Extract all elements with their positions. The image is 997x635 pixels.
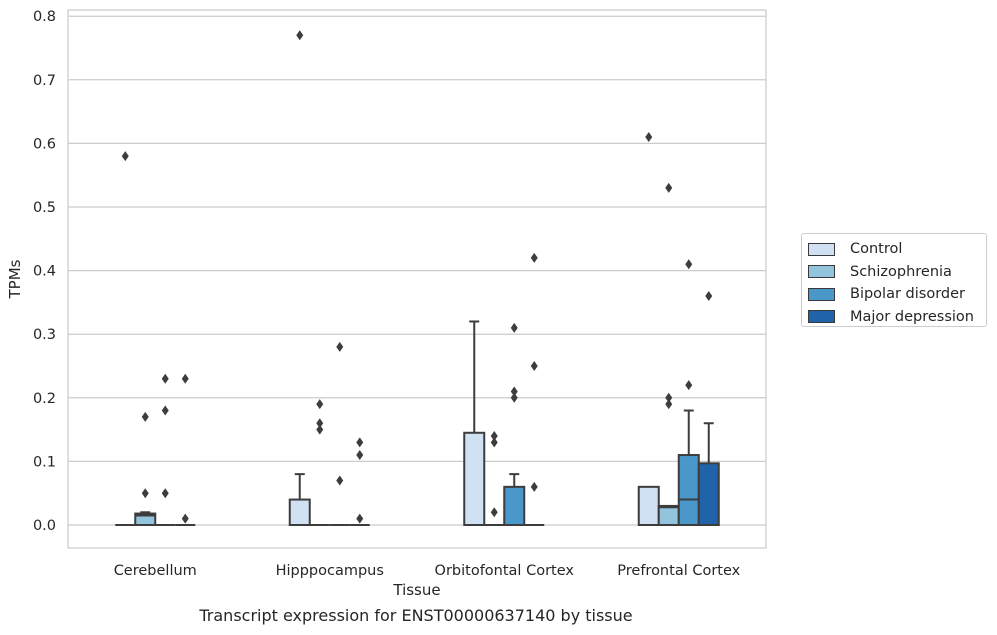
outlier-point bbox=[181, 373, 189, 384]
box bbox=[134, 512, 157, 527]
gridlines bbox=[68, 15, 766, 526]
y-tick-label: 0.1 bbox=[33, 454, 56, 470]
box-groups bbox=[115, 30, 720, 527]
box-control bbox=[288, 30, 311, 526]
outlier-point bbox=[336, 341, 344, 352]
outlier-point bbox=[296, 30, 304, 41]
box-schizophrenia bbox=[134, 411, 157, 527]
legend-label: Control bbox=[850, 241, 903, 258]
x-tick-label: Prefrontal Cortex bbox=[617, 563, 740, 579]
legend-swatch bbox=[808, 242, 835, 256]
y-tick-label: 0.2 bbox=[33, 391, 56, 407]
outlier-point bbox=[490, 430, 498, 441]
box-bipolar-disorder bbox=[329, 341, 350, 526]
legend-item: Control bbox=[808, 238, 980, 261]
box bbox=[697, 462, 720, 527]
outlier-point bbox=[356, 437, 364, 448]
outlier-point bbox=[685, 259, 693, 270]
box-major-depression bbox=[349, 437, 370, 526]
y-tick-label: 0.3 bbox=[33, 327, 56, 343]
outlier-point bbox=[530, 252, 538, 263]
x-axis-ticks: Cerebellum Hipppocampus Orbitofontal Corte… bbox=[114, 563, 741, 579]
y-tick-label: 0.0 bbox=[33, 518, 56, 534]
outlier-point bbox=[121, 151, 129, 162]
box-bipolar-disorder bbox=[155, 373, 176, 526]
outlier-point bbox=[161, 405, 169, 416]
outlier-point bbox=[356, 450, 364, 461]
legend-swatch bbox=[808, 287, 835, 301]
outlier-point bbox=[336, 475, 344, 486]
outlier-point bbox=[685, 380, 693, 391]
outlier-point bbox=[510, 386, 518, 397]
box-control bbox=[115, 151, 136, 526]
legend-label: Bipolar disorder bbox=[850, 286, 965, 303]
box-schizophrenia bbox=[309, 399, 330, 526]
box-bipolar-disorder bbox=[503, 322, 526, 526]
legend-label: Major depression bbox=[850, 308, 974, 325]
y-tick-label: 0.8 bbox=[33, 9, 56, 25]
box-bipolar-disorder bbox=[677, 259, 700, 527]
x-tick-label: Cerebellum bbox=[114, 563, 197, 579]
box-schizophrenia bbox=[484, 430, 505, 526]
box bbox=[288, 498, 311, 526]
box bbox=[677, 454, 700, 527]
outlier-point bbox=[665, 399, 673, 410]
box-control bbox=[463, 320, 486, 526]
outlier-point bbox=[316, 399, 324, 410]
outlier-point bbox=[141, 488, 149, 499]
box-control bbox=[637, 132, 660, 526]
outlier-point bbox=[530, 361, 538, 371]
outlier-point bbox=[665, 182, 673, 193]
outlier-point bbox=[141, 411, 149, 422]
y-tick-label: 0.6 bbox=[33, 136, 56, 152]
outlier-point bbox=[645, 132, 653, 143]
box-schizophrenia bbox=[657, 182, 680, 527]
legend-item: Schizophrenia bbox=[808, 261, 980, 284]
outlier-point bbox=[181, 513, 189, 524]
outlier-point bbox=[161, 488, 169, 499]
outlier-point bbox=[316, 418, 324, 429]
outlier-point bbox=[510, 322, 518, 333]
outlier-point bbox=[356, 513, 364, 524]
y-tick-label: 0.7 bbox=[33, 73, 56, 89]
legend-item: Bipolar disorder bbox=[808, 283, 980, 306]
x-axis-label: Tissue bbox=[392, 581, 440, 599]
y-tick-label: 0.4 bbox=[33, 264, 56, 280]
outlier-point bbox=[316, 424, 324, 435]
box-major-depression bbox=[697, 291, 720, 527]
box-major-depression bbox=[175, 373, 196, 526]
outlier-point bbox=[490, 437, 498, 448]
x-tick-label: Orbitofontal Cortex bbox=[435, 563, 575, 579]
outlier-point bbox=[705, 291, 713, 302]
outlier-point bbox=[530, 481, 538, 492]
box bbox=[637, 485, 660, 526]
box bbox=[503, 485, 526, 526]
plot-frame bbox=[67, 9, 767, 549]
y-axis-ticks: 0.0 0.1 0.2 0.3 0.4 0.5 0.6 0.7 0.8 bbox=[33, 9, 56, 534]
outlier-point bbox=[510, 392, 518, 403]
box bbox=[657, 504, 680, 527]
legend-label: Schizophrenia bbox=[850, 263, 952, 280]
legend: Control Schizophrenia Bipolar disorder Majo… bbox=[801, 233, 987, 327]
y-axis-label: TPMs bbox=[6, 259, 24, 299]
outlier-point bbox=[161, 373, 169, 384]
legend-swatch bbox=[808, 310, 835, 324]
legend-swatch bbox=[808, 265, 835, 279]
y-tick-label: 0.5 bbox=[33, 200, 56, 216]
outlier-point bbox=[490, 507, 498, 518]
box-major-depression bbox=[524, 252, 545, 526]
chart-caption: Transcript expression for ENST0000063714… bbox=[199, 606, 633, 625]
outlier-point bbox=[665, 392, 673, 403]
x-tick-label: Hipppocampus bbox=[276, 563, 384, 579]
box bbox=[463, 431, 486, 526]
legend-item: Major depression bbox=[808, 306, 980, 329]
